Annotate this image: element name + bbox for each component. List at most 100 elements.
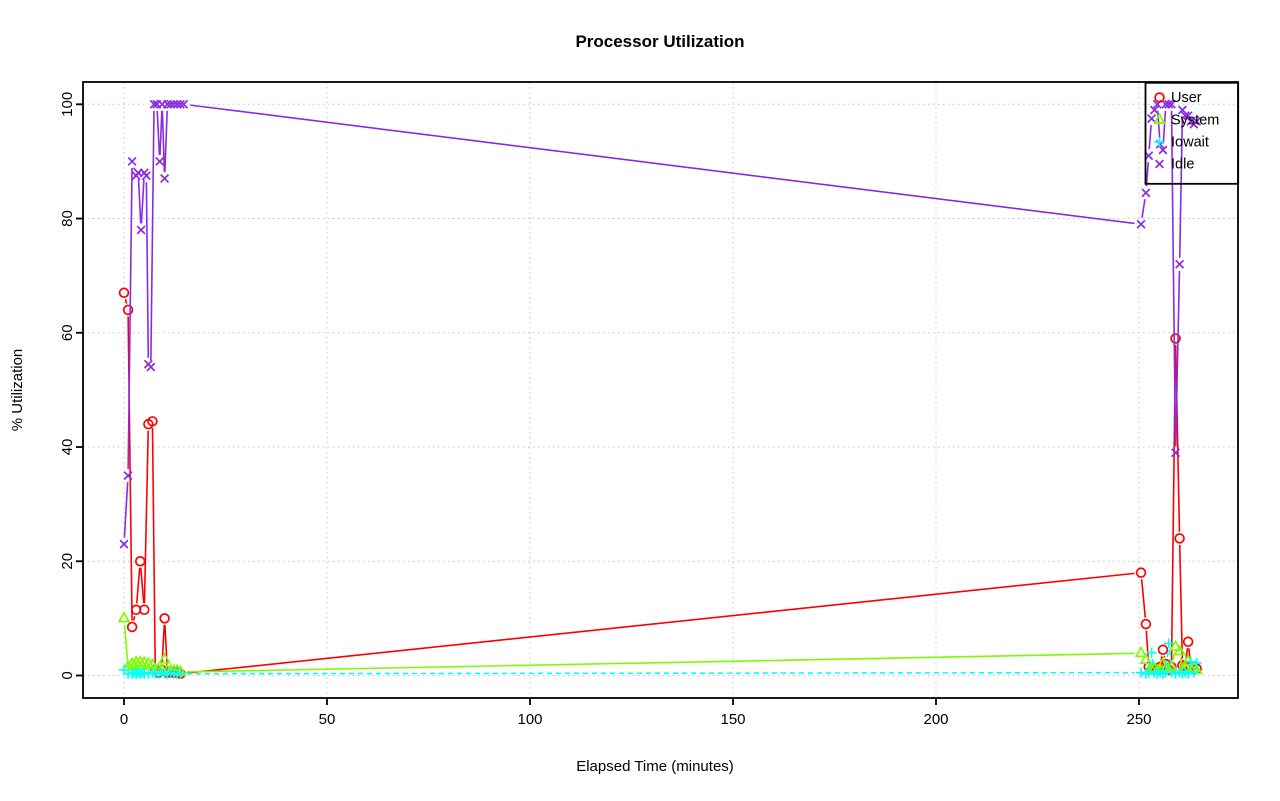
segment-idle (159, 110, 163, 155)
segment-user (186, 572, 1135, 674)
marker-user (1174, 533, 1185, 544)
marker-idle (1164, 99, 1174, 109)
series-user (118, 287, 1202, 680)
segment-iowait (186, 671, 1135, 675)
marker-idle (169, 99, 179, 109)
segment-system (186, 652, 1135, 673)
segment-user (1174, 344, 1181, 532)
marker-user (134, 556, 146, 567)
segment-user (1145, 630, 1150, 661)
marker-system (1134, 645, 1148, 658)
marker-idle (1171, 448, 1181, 458)
marker-system (117, 611, 131, 623)
segment-user (143, 430, 150, 604)
y-tick-label: 20 (59, 553, 76, 570)
marker-idle (160, 174, 170, 184)
y-axis-label: % Utilization (9, 349, 26, 432)
series-system (117, 611, 1204, 677)
marker-system (1173, 644, 1186, 656)
marker-idle (166, 99, 176, 109)
marker-idle (146, 362, 156, 372)
marker-iowait (1185, 656, 1196, 667)
marker-idle (1183, 111, 1193, 121)
segment-idle (1141, 199, 1146, 218)
legend-marker-user (1154, 92, 1165, 103)
segment-iowait (1168, 649, 1172, 667)
segment-idle (145, 182, 150, 358)
legend-label-system: System (1171, 113, 1219, 129)
marker-idle (175, 99, 185, 109)
segment-idle (150, 110, 155, 361)
marker-idle (1175, 259, 1185, 269)
marker-idle (1136, 219, 1146, 229)
segment-idle (1145, 162, 1150, 187)
marker-idle (136, 225, 146, 235)
legend-label-iowait: Iowait (1171, 135, 1209, 151)
marker-user (122, 304, 134, 316)
segment-iowait (1148, 658, 1152, 667)
segment-idle (127, 167, 133, 470)
marker-system (125, 656, 139, 669)
segment-idle (1162, 110, 1167, 144)
segment-iowait (1165, 649, 1169, 667)
segment-system (1179, 657, 1183, 664)
segment-idle (1148, 124, 1152, 150)
marker-idle (179, 99, 189, 109)
marker-iowait (1146, 647, 1157, 658)
segment-user (1178, 544, 1184, 659)
segment-user (135, 567, 141, 604)
marker-idle (162, 99, 172, 109)
marker-idle (172, 99, 182, 109)
legend-marker-glyph-iowait (1154, 137, 1165, 147)
x-tick-label: 200 (923, 711, 948, 728)
legend-marker-glyph-user (1154, 92, 1165, 103)
segment-user (139, 567, 145, 604)
marker-user (1170, 333, 1181, 344)
marker-user (139, 604, 150, 616)
segment-idle (140, 179, 145, 224)
y-tick-label: 80 (59, 210, 76, 227)
segment-user (1140, 579, 1147, 618)
marker-system (158, 652, 171, 664)
legend-marker-system (1153, 112, 1166, 124)
marker-idle (1149, 105, 1159, 115)
legend-marker-glyph-system (1153, 112, 1166, 124)
marker-iowait (1183, 668, 1194, 679)
legend-marker-glyph-idle (1154, 159, 1165, 169)
segment-idle (123, 482, 129, 538)
marker-idle (1141, 188, 1151, 198)
marker-user (159, 613, 170, 624)
segment-idle (190, 104, 1135, 225)
legend-marker-idle (1154, 159, 1165, 169)
x-tick-label: 0 (120, 711, 128, 728)
marker-user (1135, 567, 1147, 578)
marker-idle (1147, 114, 1157, 124)
marker-user (118, 287, 130, 299)
marker-idle (149, 99, 159, 109)
series-iowait (119, 638, 1202, 679)
plot-box (82, 81, 1239, 699)
data-series (117, 99, 1204, 680)
marker-idle (127, 156, 137, 166)
marker-iowait (1188, 667, 1199, 678)
segment-user (124, 298, 128, 304)
marker-idle (155, 156, 165, 166)
series-idle (119, 99, 1202, 549)
segment-idle (1178, 116, 1184, 258)
marker-idle (1166, 99, 1176, 109)
segment-idle (156, 110, 161, 155)
gridlines (83, 82, 1238, 698)
legend: User System Iowait Idle (1144, 81, 1240, 185)
marker-system (1139, 652, 1153, 665)
marker-iowait (175, 668, 186, 679)
legend-marker-iowait (1154, 137, 1165, 147)
axes: 0 50 100 150 200 250 0 20 40 60 80 100 (59, 81, 1239, 728)
legend-box (1144, 81, 1240, 185)
segment-user (164, 624, 168, 667)
segment-idle (164, 110, 168, 173)
marker-idle (1158, 145, 1168, 155)
marker-user (1157, 644, 1169, 656)
legend-label-user: User (1171, 90, 1202, 106)
